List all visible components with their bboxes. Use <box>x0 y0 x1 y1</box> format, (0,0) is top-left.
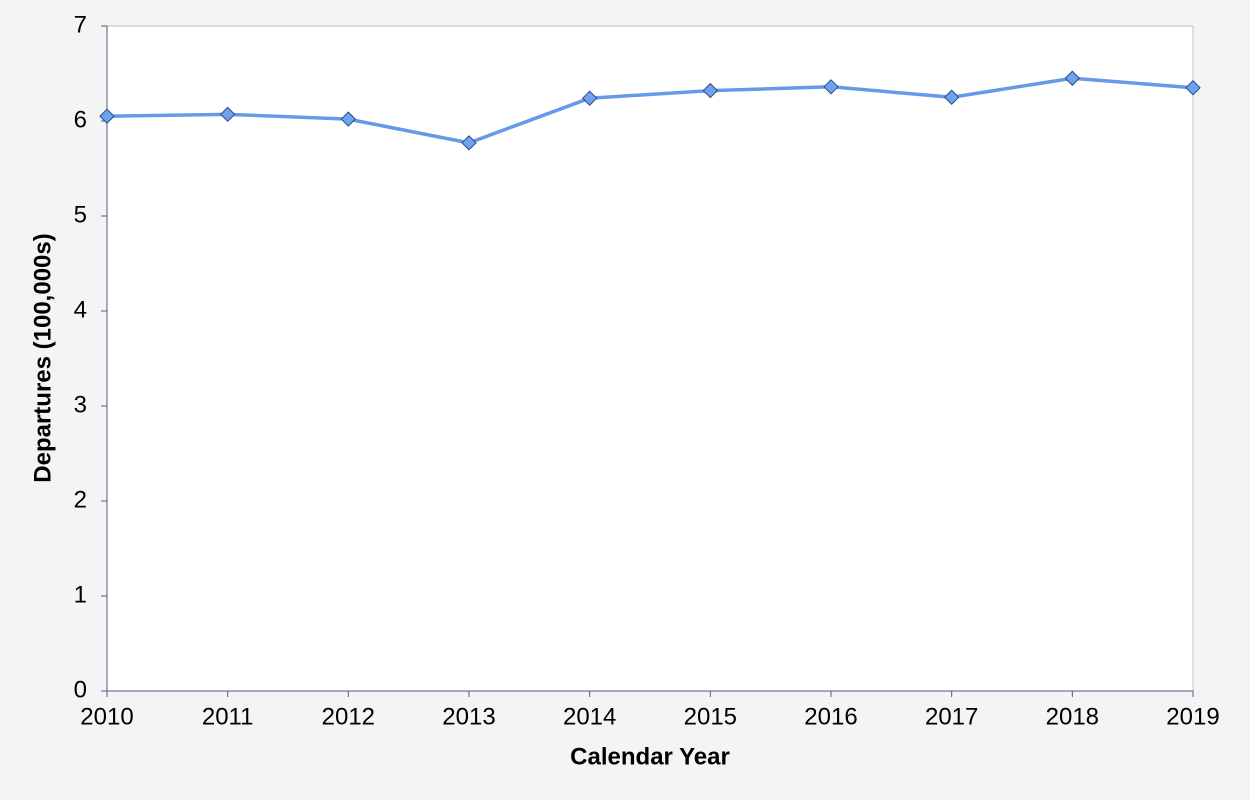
y-tick-label: 7 <box>74 11 87 38</box>
data-point <box>461 135 477 151</box>
x-tick-label: 2011 <box>202 703 254 730</box>
data-point <box>702 82 719 99</box>
data-point <box>581 90 598 106</box>
y-tick-label: 5 <box>74 201 87 228</box>
data-line <box>106 76 1194 145</box>
y-tick-label: 4 <box>74 296 87 323</box>
data-point <box>943 89 960 105</box>
y-tick-label: 3 <box>74 391 87 418</box>
data-point <box>1064 70 1081 86</box>
data-point <box>340 111 357 127</box>
data-point <box>219 106 236 123</box>
x-tick-label: 2014 <box>563 703 616 730</box>
x-axis-title: Calendar Year <box>570 743 730 770</box>
x-tick-label: 2018 <box>1046 703 1099 730</box>
x-tick-label: 2013 <box>442 703 495 730</box>
y-tick-label: 6 <box>74 106 87 133</box>
data-point <box>1185 80 1201 96</box>
x-tick-label: 2016 <box>804 703 857 730</box>
x-tick-label: 2010 <box>80 703 133 730</box>
plot-area <box>106 25 1194 692</box>
y-tick-label: 1 <box>74 581 87 608</box>
data-point <box>99 108 115 124</box>
x-tick-label: 2015 <box>684 703 737 730</box>
y-tick-label: 2 <box>74 486 87 513</box>
x-tick-label: 2012 <box>322 703 375 730</box>
x-tick-label: 2017 <box>925 703 978 730</box>
data-point <box>823 79 839 95</box>
y-tick-label: 0 <box>74 676 87 703</box>
x-tick-label: 2019 <box>1166 703 1219 730</box>
y-axis-title: Departures (100,000s) <box>29 233 56 482</box>
